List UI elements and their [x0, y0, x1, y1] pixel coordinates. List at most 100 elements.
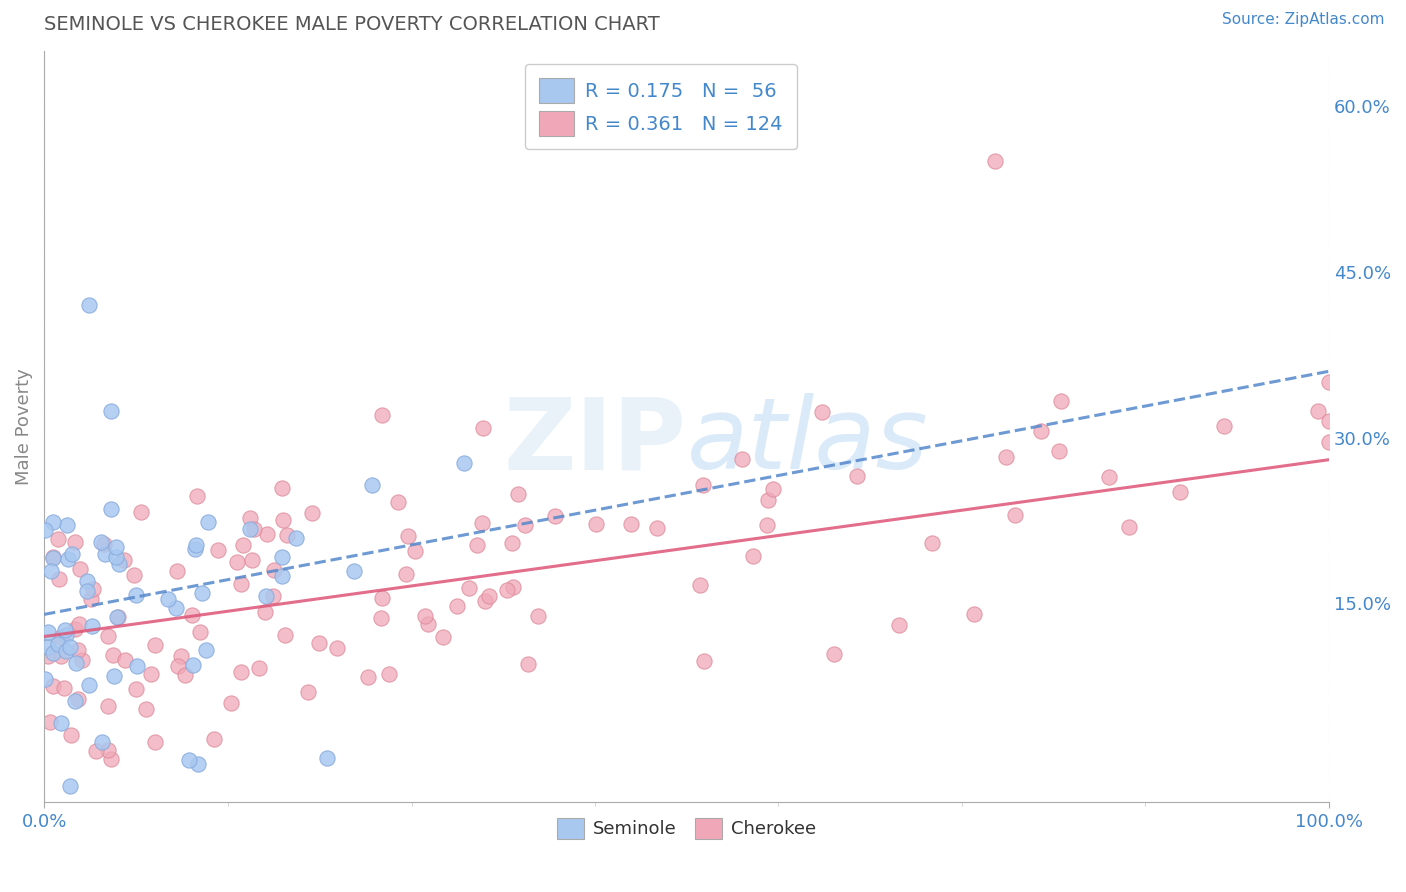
Point — [1306, 403, 1329, 417]
Point — [453, 456, 475, 470]
Point — [502, 580, 524, 594]
Point — [49, 631, 72, 645]
Point — [55, 644, 77, 658]
Point — [166, 564, 188, 578]
Point — [343, 564, 366, 578]
Point — [72, 653, 94, 667]
Point — [63, 623, 86, 637]
Point — [361, 478, 384, 492]
Point — [34, 672, 56, 686]
Point — [229, 577, 252, 591]
Point — [207, 543, 229, 558]
Point — [55, 628, 77, 642]
Point — [845, 468, 868, 483]
Point — [55, 517, 77, 532]
Point — [69, 562, 91, 576]
Point — [1212, 418, 1234, 433]
Text: atlas: atlas — [686, 393, 928, 490]
Point — [544, 509, 567, 524]
Point — [100, 751, 122, 765]
Point — [139, 667, 162, 681]
Point — [48, 572, 70, 586]
Point — [284, 531, 307, 545]
Point — [135, 702, 157, 716]
Point — [93, 537, 115, 551]
Point — [301, 506, 323, 520]
Point — [471, 516, 494, 530]
Point — [219, 696, 242, 710]
Point — [692, 477, 714, 491]
Point — [184, 541, 207, 556]
Point — [887, 618, 910, 632]
Point — [276, 528, 298, 542]
Point — [465, 538, 488, 552]
Point — [446, 599, 468, 613]
Point — [103, 648, 125, 662]
Point — [239, 511, 262, 525]
Point — [34, 523, 56, 537]
Point — [80, 619, 103, 633]
Point — [1031, 424, 1053, 438]
Point — [515, 517, 537, 532]
Point — [395, 567, 418, 582]
Point — [125, 588, 148, 602]
Point — [370, 409, 392, 423]
Point — [181, 608, 204, 623]
Point — [49, 649, 72, 664]
Point — [526, 609, 548, 624]
Point — [59, 640, 82, 654]
Point — [963, 607, 986, 622]
Point — [42, 646, 65, 660]
Point — [229, 665, 252, 680]
Point — [226, 555, 249, 569]
Point — [76, 583, 98, 598]
Point — [645, 521, 668, 535]
Point — [90, 534, 112, 549]
Point — [122, 567, 145, 582]
Point — [112, 553, 135, 567]
Point — [42, 679, 65, 693]
Point — [79, 678, 101, 692]
Point — [762, 482, 785, 496]
Point — [811, 405, 834, 419]
Point — [1317, 414, 1340, 428]
Point — [413, 608, 436, 623]
Point — [53, 623, 76, 637]
Point — [97, 743, 120, 757]
Point — [48, 532, 70, 546]
Point — [501, 536, 523, 550]
Point — [758, 492, 780, 507]
Point — [1050, 394, 1073, 409]
Point — [42, 551, 65, 566]
Point — [742, 549, 765, 564]
Point — [46, 637, 69, 651]
Point — [60, 547, 83, 561]
Point — [274, 628, 297, 642]
Point — [404, 544, 426, 558]
Point — [181, 658, 204, 673]
Point — [1047, 444, 1070, 458]
Point — [315, 751, 337, 765]
Point — [693, 654, 716, 668]
Point — [86, 743, 108, 757]
Point — [179, 753, 201, 767]
Point — [114, 653, 136, 667]
Point — [239, 522, 262, 536]
Point — [63, 534, 86, 549]
Point — [107, 609, 129, 624]
Point — [41, 564, 63, 578]
Point — [105, 550, 128, 565]
Point — [755, 517, 778, 532]
Point — [478, 589, 501, 603]
Point — [396, 529, 419, 543]
Point — [202, 732, 225, 747]
Point — [37, 625, 59, 640]
Point — [63, 693, 86, 707]
Point — [823, 647, 845, 661]
Point — [66, 691, 89, 706]
Point — [38, 714, 60, 729]
Point — [254, 590, 277, 604]
Point — [1098, 469, 1121, 483]
Point — [127, 658, 149, 673]
Point — [156, 591, 179, 606]
